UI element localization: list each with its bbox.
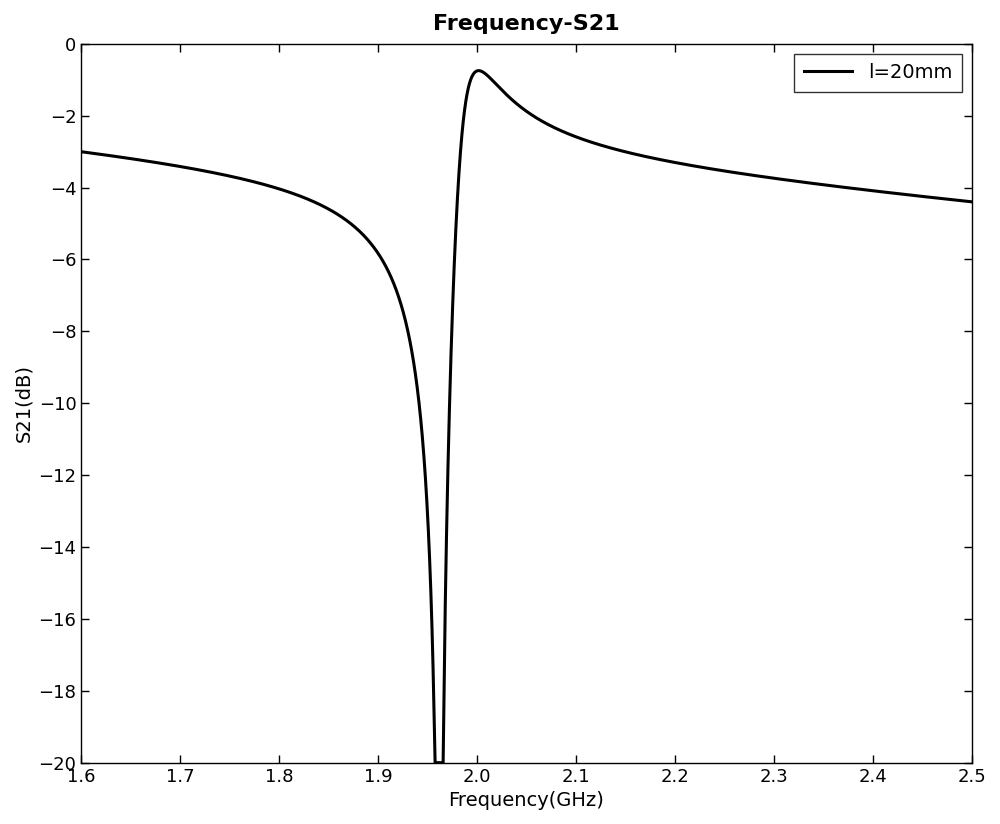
X-axis label: Frequency(GHz): Frequency(GHz): [449, 791, 604, 810]
Legend: l=20mm: l=20mm: [794, 54, 962, 92]
l=20mm: [429, 758, 441, 768]
Y-axis label: S21(dB): S21(dB): [14, 364, 33, 442]
l=20mm: [511, 99, 523, 109]
l=20mm: [919, 192, 931, 202]
l=20mm: [966, 197, 978, 207]
l=20mm: [112, 152, 124, 162]
l=20mm: [129, 154, 141, 164]
l=20mm: [75, 147, 87, 157]
l=20mm: [79, 147, 91, 157]
Title: Frequency-S21: Frequency-S21: [433, 14, 620, 34]
l=20mm: [473, 66, 485, 76]
l=20mm: [250, 177, 262, 187]
Line: l=20mm: l=20mm: [81, 71, 972, 763]
